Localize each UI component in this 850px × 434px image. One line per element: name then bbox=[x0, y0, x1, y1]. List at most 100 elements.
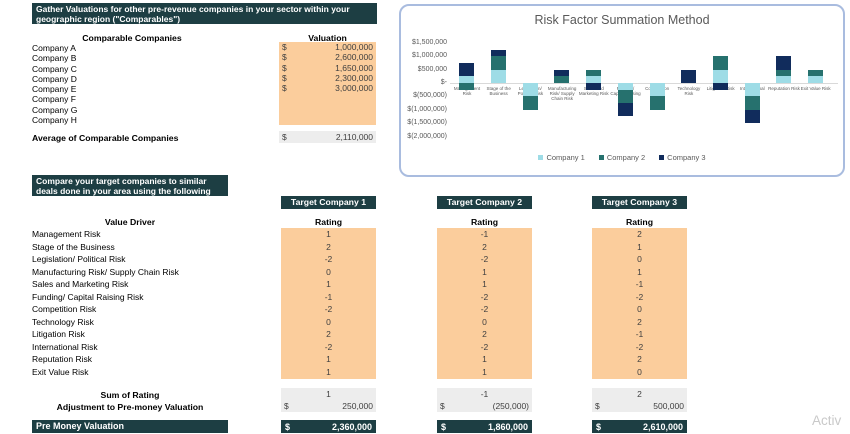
rating-cell[interactable]: 2 bbox=[637, 316, 642, 327]
rating-cell[interactable]: 1 bbox=[637, 241, 642, 252]
pre-money-value: 2,610,000 bbox=[642, 421, 683, 432]
rating-cell[interactable]: -2 bbox=[480, 254, 489, 265]
company-name: Company G bbox=[32, 104, 78, 115]
valuation-cell[interactable] bbox=[279, 104, 376, 114]
currency-symbol: $ bbox=[282, 83, 287, 94]
bar-segment bbox=[649, 96, 665, 110]
legend-swatch bbox=[538, 155, 544, 160]
company-name: Company H bbox=[32, 115, 77, 126]
section2-header: Compare your target companies to similar… bbox=[32, 175, 228, 196]
valuation-cell[interactable] bbox=[279, 114, 376, 124]
adjustment-value: 500,000 bbox=[653, 401, 684, 411]
rating-cell[interactable]: 0 bbox=[482, 316, 487, 327]
rating-cell[interactable]: 0 bbox=[326, 266, 331, 277]
sum-of-rating-label: Sum of Rating bbox=[100, 390, 160, 400]
bar-segment bbox=[459, 62, 475, 77]
rating-column: -1 2 -2 1 1 -2 -2 0 2 -2 1 1 bbox=[437, 228, 532, 379]
rating-cell[interactable]: -1 bbox=[635, 329, 644, 340]
target-company-header: Target Company 2 bbox=[437, 196, 532, 209]
rating-cell[interactable]: 0 bbox=[637, 254, 642, 265]
rating-cell[interactable]: 1 bbox=[482, 279, 487, 290]
legend-swatch bbox=[598, 155, 604, 160]
rating-cell[interactable]: 2 bbox=[637, 229, 642, 239]
rating-cell[interactable]: -2 bbox=[324, 254, 333, 265]
legend-item: Company 3 bbox=[659, 153, 706, 162]
valuation-value: 3,000,000 bbox=[335, 83, 373, 94]
rating-cell[interactable]: 1 bbox=[326, 279, 331, 290]
rating-cell[interactable]: -2 bbox=[324, 304, 333, 315]
rating-cell[interactable]: -2 bbox=[635, 291, 644, 302]
rating-cell[interactable]: 1 bbox=[482, 354, 487, 365]
bar-segment bbox=[617, 83, 633, 90]
currency-symbol: $ bbox=[282, 52, 287, 63]
currency-symbol: $ bbox=[441, 421, 447, 432]
rating-column: 2 1 0 1 -1 -2 0 2 -1 -2 2 0 bbox=[592, 228, 687, 379]
value-driver-name: Sales and Marketing Risk bbox=[32, 279, 129, 290]
currency-symbol: $ bbox=[284, 401, 289, 411]
value-driver-name: Funding/ Capital Raising Risk bbox=[32, 291, 144, 302]
rating-cell[interactable]: 1 bbox=[482, 367, 487, 378]
valuation-value: 2,600,000 bbox=[335, 52, 373, 63]
rating-cell[interactable]: -2 bbox=[635, 341, 644, 352]
rating-cell[interactable]: -1 bbox=[324, 291, 333, 302]
currency-symbol: $ bbox=[595, 401, 600, 411]
valuation-cell[interactable]: $1,000,000 bbox=[279, 42, 376, 52]
rating-cell[interactable]: 1 bbox=[326, 354, 331, 365]
rating-header: Rating bbox=[470, 217, 499, 227]
bar-segment bbox=[522, 96, 538, 110]
company-name: Company A bbox=[32, 43, 76, 53]
company-name: Company D bbox=[32, 73, 77, 84]
rating-cell[interactable]: 0 bbox=[637, 304, 642, 315]
valuation-cell[interactable]: $3,000,000 bbox=[279, 83, 376, 93]
valuation-column: $1,000,000 $2,600,000 $1,650,000 $2,300,000… bbox=[279, 42, 376, 125]
valuation-cell[interactable]: $2,600,000 bbox=[279, 52, 376, 62]
valuation-cell[interactable]: $1,650,000 bbox=[279, 63, 376, 73]
rating-cell[interactable]: 1 bbox=[637, 266, 642, 277]
currency-symbol: $ bbox=[285, 421, 291, 432]
legend-item: Company 1 bbox=[538, 153, 585, 162]
bar-segment bbox=[491, 56, 507, 70]
bar-segment bbox=[776, 69, 792, 77]
valuation-value: 2,300,000 bbox=[335, 73, 373, 84]
value-driver-name: Manufacturing Risk/ Supply Chain Risk bbox=[32, 266, 179, 277]
value-driver-name: Stage of the Business bbox=[32, 241, 115, 252]
valuation-value: 1,000,000 bbox=[335, 42, 373, 53]
valuation-cell[interactable]: $2,300,000 bbox=[279, 73, 376, 83]
bar-segment bbox=[586, 83, 602, 90]
value-driver-header: Value Driver bbox=[104, 217, 156, 227]
value-driver-name: Competition Risk bbox=[32, 304, 97, 315]
rating-cell[interactable]: -1 bbox=[635, 279, 644, 290]
rating-cell[interactable]: 1 bbox=[482, 266, 487, 277]
rating-cell[interactable]: -2 bbox=[480, 304, 489, 315]
rating-cell[interactable]: -1 bbox=[480, 229, 489, 239]
rating-cell[interactable]: 2 bbox=[637, 354, 642, 365]
rating-cell[interactable]: 2 bbox=[326, 241, 331, 252]
rating-cell[interactable]: 1 bbox=[326, 367, 331, 378]
bar-segment bbox=[554, 69, 570, 77]
rating-cell[interactable]: 0 bbox=[326, 316, 331, 327]
value-driver-name: Litigation Risk bbox=[32, 329, 85, 340]
currency-symbol: $ bbox=[282, 42, 287, 53]
adjustment-value: 250,000 bbox=[342, 401, 373, 411]
rating-cell[interactable]: -2 bbox=[480, 341, 489, 352]
y-tick-label: $1,000,000 bbox=[411, 52, 447, 60]
rating-cell[interactable]: 2 bbox=[326, 329, 331, 340]
adjustment-label: Adjustment to Pre-money Valuation bbox=[56, 402, 204, 412]
chart-title: Risk Factor Summation Method bbox=[534, 13, 710, 27]
value-driver-name: Legislation/ Political Risk bbox=[32, 254, 126, 265]
y-tick-label: $(1,000,000) bbox=[407, 105, 447, 113]
bar-segment bbox=[808, 69, 824, 77]
rating-cell[interactable]: 2 bbox=[482, 241, 487, 252]
rating-cell[interactable]: 2 bbox=[482, 329, 487, 340]
rating-cell[interactable]: 0 bbox=[637, 367, 642, 378]
valuation-header: Valuation bbox=[308, 33, 347, 43]
y-tick-label: $(2,000,000) bbox=[407, 132, 447, 140]
value-driver-name: International Risk bbox=[32, 341, 98, 352]
rating-cell[interactable]: 1 bbox=[326, 229, 331, 239]
valuation-cell[interactable] bbox=[279, 93, 376, 103]
rating-cell[interactable]: -2 bbox=[324, 341, 333, 352]
rating-cell[interactable]: -2 bbox=[480, 291, 489, 302]
bar-segment bbox=[459, 83, 475, 90]
sum-adjustment-labels: Sum of Rating Adjustment to Pre-money Va… bbox=[32, 389, 228, 413]
adjustment-cell: $ (250,000) bbox=[437, 400, 532, 412]
